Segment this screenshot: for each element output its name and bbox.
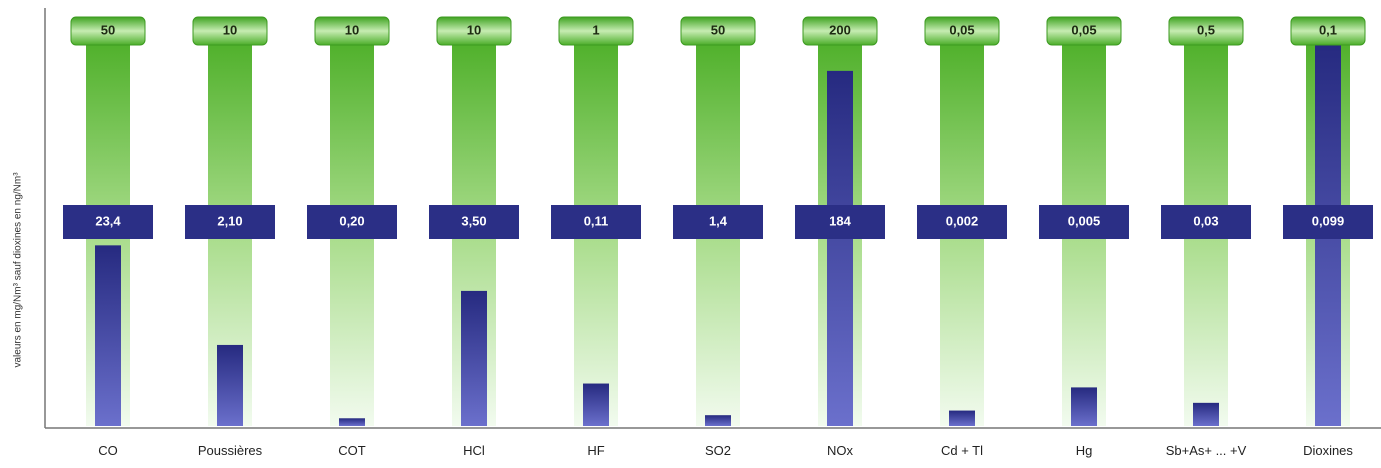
value-label-box bbox=[185, 205, 275, 239]
value-label-box bbox=[551, 205, 641, 239]
x-tick-label: HF bbox=[587, 443, 605, 458]
value-label: 0,03 bbox=[1193, 213, 1218, 228]
limit-label-box bbox=[314, 16, 390, 46]
value-label-box bbox=[1039, 205, 1129, 239]
x-tick-label: NOx bbox=[827, 443, 853, 458]
value-label: 0,20 bbox=[339, 213, 364, 228]
value-label-box bbox=[63, 205, 153, 239]
limit-label: 1 bbox=[592, 22, 599, 37]
value-label: 2,10 bbox=[217, 213, 242, 228]
x-tick-label: Sb+As+ ... +V bbox=[1165, 443, 1247, 458]
limit-label: 50 bbox=[101, 22, 115, 37]
limit-label: 0,5 bbox=[1197, 22, 1215, 37]
limit-label-box bbox=[802, 16, 878, 46]
limit-label: 10 bbox=[467, 22, 481, 37]
limit-label: 0,1 bbox=[1319, 22, 1337, 37]
value-label: 1,4 bbox=[709, 213, 728, 228]
limit-label-box bbox=[1168, 16, 1244, 46]
bar bbox=[95, 245, 121, 426]
limit-label-box bbox=[924, 16, 1000, 46]
x-tick-label: COT bbox=[338, 443, 366, 458]
x-tick-label: Cd + Tl bbox=[940, 443, 984, 458]
bar bbox=[1071, 387, 1097, 426]
x-tick-label: HCl bbox=[463, 443, 485, 458]
limit-label: 200 bbox=[829, 22, 851, 37]
y-axis-label: valeurs en mg/Nm³ sauf dioxines en ng/Nm… bbox=[13, 172, 24, 368]
limit-label-box bbox=[70, 16, 146, 46]
value-label: 3,50 bbox=[461, 213, 486, 228]
value-label-box bbox=[917, 205, 1007, 239]
limit-label-box bbox=[558, 16, 634, 46]
bar bbox=[583, 383, 609, 426]
value-label-box bbox=[1283, 205, 1373, 239]
value-label-box bbox=[1161, 205, 1251, 239]
x-tick-label: Dioxines bbox=[1303, 443, 1353, 458]
bar bbox=[949, 410, 975, 426]
x-tick-label: SO2 bbox=[704, 443, 731, 458]
bar bbox=[339, 418, 365, 426]
bar bbox=[461, 290, 487, 426]
limit-label: 10 bbox=[345, 22, 359, 37]
x-tick-label: Hg bbox=[1075, 443, 1093, 458]
limit-label: 50 bbox=[711, 22, 725, 37]
bar bbox=[705, 415, 731, 426]
bar bbox=[827, 70, 853, 426]
limit-label-box bbox=[1290, 16, 1366, 46]
value-label: 23,4 bbox=[95, 213, 121, 228]
value-label: 184 bbox=[829, 213, 851, 228]
limit-label-box bbox=[680, 16, 756, 46]
value-label-box bbox=[307, 205, 397, 239]
limit-label: 10 bbox=[223, 22, 237, 37]
bar bbox=[217, 344, 243, 426]
value-label-box bbox=[673, 205, 763, 239]
limit-label-box bbox=[192, 16, 268, 46]
x-tick-label: Poussières bbox=[197, 443, 263, 458]
value-label: 0,005 bbox=[1068, 213, 1101, 228]
limit-label-box bbox=[1046, 16, 1122, 46]
value-label: 0,099 bbox=[1312, 213, 1345, 228]
limit-label: 0,05 bbox=[1071, 22, 1096, 37]
value-label-box bbox=[795, 205, 885, 239]
bar bbox=[1193, 402, 1219, 426]
value-label: 0,11 bbox=[584, 213, 609, 228]
limit-label: 0,05 bbox=[949, 22, 974, 37]
x-tick-label: CO bbox=[98, 443, 118, 458]
value-label-box bbox=[429, 205, 519, 239]
value-label: 0,002 bbox=[946, 213, 979, 228]
limit-label-box bbox=[436, 16, 512, 46]
